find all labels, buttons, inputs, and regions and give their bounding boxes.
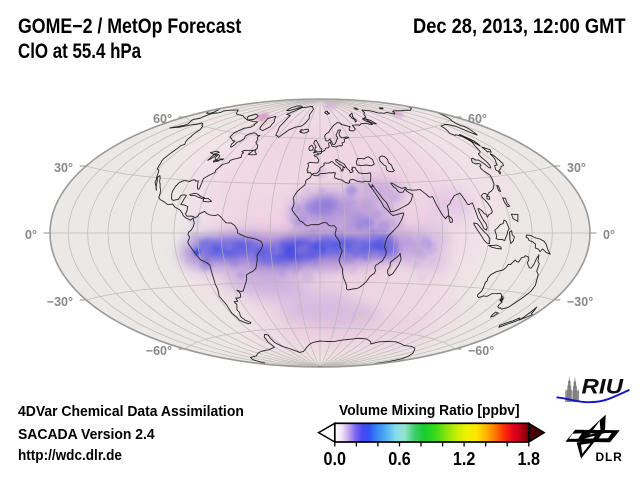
svg-text:30°: 30° [567,161,586,175]
svg-text:−60°: −60° [468,344,494,358]
svg-text:1.8: 1.8 [518,449,541,469]
svg-text:−60°: −60° [146,344,172,358]
svg-text:Volume Mixing Ratio [ppbv]: Volume Mixing Ratio [ppbv] [339,402,520,419]
svg-text:0°: 0° [25,228,37,242]
svg-text:60°: 60° [468,112,487,126]
svg-text:0.6: 0.6 [388,449,411,469]
svg-text:1.2: 1.2 [453,449,476,469]
svg-text:−30°: −30° [567,295,593,309]
svg-text:RIU: RIU [582,374,624,398]
svg-text:DLR: DLR [596,450,623,464]
svg-text:0.0: 0.0 [324,449,347,469]
svg-text:60°: 60° [153,112,172,126]
svg-text:−30°: −30° [47,295,73,309]
svg-text:30°: 30° [54,161,73,175]
svg-text:0°: 0° [603,228,615,242]
